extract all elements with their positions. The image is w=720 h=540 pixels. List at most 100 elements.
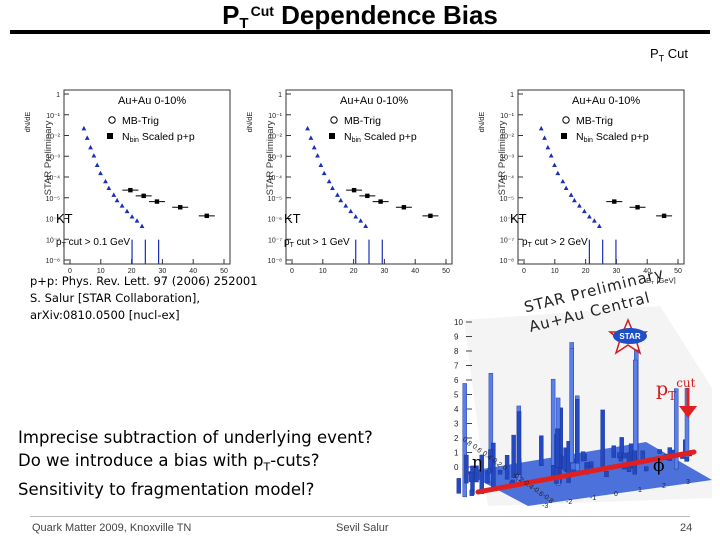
plot-frame — [517, 89, 685, 265]
nbin-scaled-pp-marker — [365, 193, 370, 199]
lego-tower — [644, 466, 649, 472]
y-tick-label: 10⁻² — [500, 134, 514, 141]
question-line-2: Do we introduce a bias with pT-cuts? — [18, 451, 320, 474]
x-tick-label: 40 — [643, 268, 651, 275]
x-tick-label: 30 — [381, 268, 389, 274]
nbin-scaled-pp-marker — [351, 187, 357, 193]
mb-trig-marker — [305, 125, 310, 131]
system-label: Au+Au 0-10% — [340, 95, 408, 107]
lego-tower — [516, 411, 522, 475]
lego-tower — [589, 461, 594, 467]
mb-trig-marker — [318, 162, 324, 167]
phi-tick-label: 2 — [662, 483, 666, 490]
mb-trig-marker — [103, 178, 108, 184]
lego-tower — [487, 468, 492, 474]
mb-trig-marker — [343, 203, 349, 208]
z-tick-label: 10 — [454, 318, 463, 327]
system-label: Au+Au 0-10% — [572, 95, 640, 107]
legend-marker-nbin — [107, 133, 113, 139]
pt-cut-label: pT cut > 2 GeV — [522, 237, 588, 249]
mb-trig-marker — [124, 208, 130, 214]
lego-tower — [456, 478, 462, 494]
y-tick-label: 10⁻¹ — [268, 113, 282, 120]
y-tick-label: 1 — [278, 92, 282, 99]
lego-tower — [575, 399, 580, 464]
mb-trig-marker — [586, 214, 592, 219]
reference-line-2: S. Salur [STAR Collaboration], — [30, 291, 201, 305]
mb-trig-marker — [134, 218, 140, 223]
legend-marker-nbin — [561, 133, 567, 139]
eta-tick-label: 0.6 — [471, 443, 483, 455]
legend-mb-label: MB-Trig — [576, 115, 613, 127]
x-tick-label: 40 — [189, 268, 197, 274]
question-line-3: Sensitivity to fragmentation model? — [18, 480, 315, 500]
y-tick-label: 10⁻⁵ — [268, 196, 282, 203]
lego-tower — [584, 462, 590, 467]
footer-rule — [30, 516, 690, 517]
spectrum-panel-2: 1 10⁻¹ 10⁻² 10⁻³ 10⁻⁴ 10⁻⁵ 10⁻⁶ 10⁻⁷ 10⁻⁸ 0 10 20 30… — [240, 78, 462, 274]
y-tick-label: 10⁻⁷ — [500, 237, 514, 244]
star-preliminary-label: STAR Preliminary — [265, 120, 276, 195]
question-text: Imprecise subtraction of underlying even… — [18, 426, 373, 501]
lego-tower — [474, 465, 479, 483]
spectrum-panel-1: 1 10⁻¹ 10⁻² 10⁻³ 10⁻⁴ 10⁻⁵ 10⁻⁶ 10⁻⁷ 10⁻⁸ 0 10 20 30… — [18, 78, 240, 274]
mb-trig-marker — [358, 218, 364, 223]
mb-trig-marker — [563, 185, 569, 191]
mb-trig-marker — [315, 153, 320, 158]
lego-tower — [580, 451, 586, 462]
legend-nbin-label: Nbin Scaled p+p — [122, 131, 195, 144]
eta-axis-label: η — [472, 453, 483, 473]
mb-trig-marker — [560, 178, 566, 184]
phi-tick-label: -1 — [590, 495, 596, 502]
mb-trig-marker — [572, 197, 577, 203]
lego-tower — [569, 348, 574, 463]
question-line-1: Imprecise subtraction of underlying even… — [18, 428, 373, 447]
eta-tick-label: 0.4 — [481, 450, 493, 462]
y-tick-label: 10⁻⁴ — [500, 175, 515, 182]
nbin-scaled-pp-marker — [204, 213, 209, 219]
legend-nbin-label: Nbin Scaled p+p — [344, 131, 417, 144]
system-label: Au+Au 0-10% — [118, 95, 186, 107]
x-tick-label: 40 — [411, 268, 419, 274]
z-tick-label: 7 — [454, 362, 459, 371]
lego-tower — [657, 449, 662, 454]
nbin-scaled-pp-marker — [635, 205, 640, 210]
mb-trig-marker — [582, 208, 587, 214]
y-tick-label: 1 — [56, 92, 60, 99]
algorithm-label: KT — [510, 211, 527, 226]
mb-trig-marker — [88, 144, 93, 150]
z-tick-label: 8 — [454, 347, 459, 356]
lego-tower — [539, 435, 544, 466]
lego-tower — [632, 359, 638, 461]
mb-trig-marker — [577, 203, 582, 208]
mb-trig-marker — [106, 185, 112, 191]
pt-cut-label: pT cut > 0.1 GeV — [56, 237, 130, 249]
mb-trig-marker — [338, 197, 344, 203]
pt-cut-arrow-head — [679, 406, 697, 418]
y-axis-label: dN/dE — [477, 112, 486, 133]
page-number: 24 — [680, 522, 693, 534]
star-logo-oval — [613, 328, 647, 344]
lego-tower — [462, 383, 467, 498]
y-tick-label: 1 — [510, 92, 514, 99]
legend-mb-label: MB-Trig — [122, 115, 159, 127]
lego-tower — [604, 471, 609, 477]
z-tick-label: 9 — [454, 333, 459, 342]
x-tick-label: 50 — [442, 268, 450, 274]
nbin-scaled-pp-marker — [661, 213, 667, 219]
y-tick-label: 10⁻² — [268, 134, 282, 141]
spectrum-panel-3: 1 10⁻¹ 10⁻² 10⁻³ 10⁻⁴ 10⁻⁵ 10⁻⁶ 10⁻⁷ 10⁻⁸ 0 10 20 30… — [472, 78, 694, 284]
reference-line-1: p+p: Phys. Rev. Lett. 97 (2006) 252001 — [30, 274, 258, 288]
plot-frame — [285, 89, 453, 265]
mb-trig-marker — [139, 223, 145, 229]
algorithm-label: KT — [56, 211, 73, 226]
eta-tick-label: 0.8 — [461, 436, 473, 448]
nbin-scaled-pp-marker — [178, 205, 183, 210]
reference-text: p+p: Phys. Rev. Lett. 97 (2006) 252001 S… — [30, 273, 258, 324]
lego-pt-cut-label: pTcut — [656, 376, 696, 403]
y-tick-label: 10⁻⁶ — [268, 217, 282, 224]
mb-trig-marker — [348, 208, 354, 214]
y-tick-label: 10⁻¹ — [46, 113, 60, 120]
y-tick-label: 10⁻⁸ — [500, 258, 514, 265]
mb-trig-marker — [81, 125, 87, 131]
